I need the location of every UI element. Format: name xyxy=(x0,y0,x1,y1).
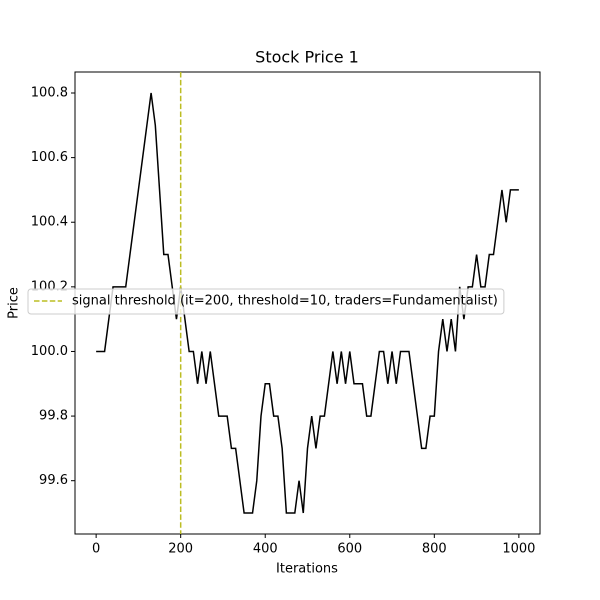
legend-box xyxy=(27,288,505,315)
y-tick-label: 100.6 xyxy=(31,150,68,165)
y-tick-label: 100.0 xyxy=(31,344,68,359)
x-axis-label: Iterations xyxy=(276,562,338,577)
x-tick-label: 1000 xyxy=(502,542,535,557)
chart-title: Stock Price 1 xyxy=(255,48,359,67)
x-tick-label: 200 xyxy=(168,542,193,557)
y-tick-label: 100.8 xyxy=(31,86,68,101)
y-axis-label: Price xyxy=(7,287,22,319)
x-tick-label: 0 xyxy=(92,542,100,557)
y-tick-label: 99.8 xyxy=(39,409,68,424)
x-tick-label: 800 xyxy=(422,542,447,557)
y-tick-label: 99.6 xyxy=(39,473,68,488)
x-tick-label: 400 xyxy=(253,542,278,557)
legend-label: signal threshold (it=200, threshold=10, … xyxy=(72,294,498,309)
x-tick-label: 600 xyxy=(337,542,362,557)
price-line xyxy=(96,92,519,514)
y-tick-label: 100.4 xyxy=(31,215,68,230)
